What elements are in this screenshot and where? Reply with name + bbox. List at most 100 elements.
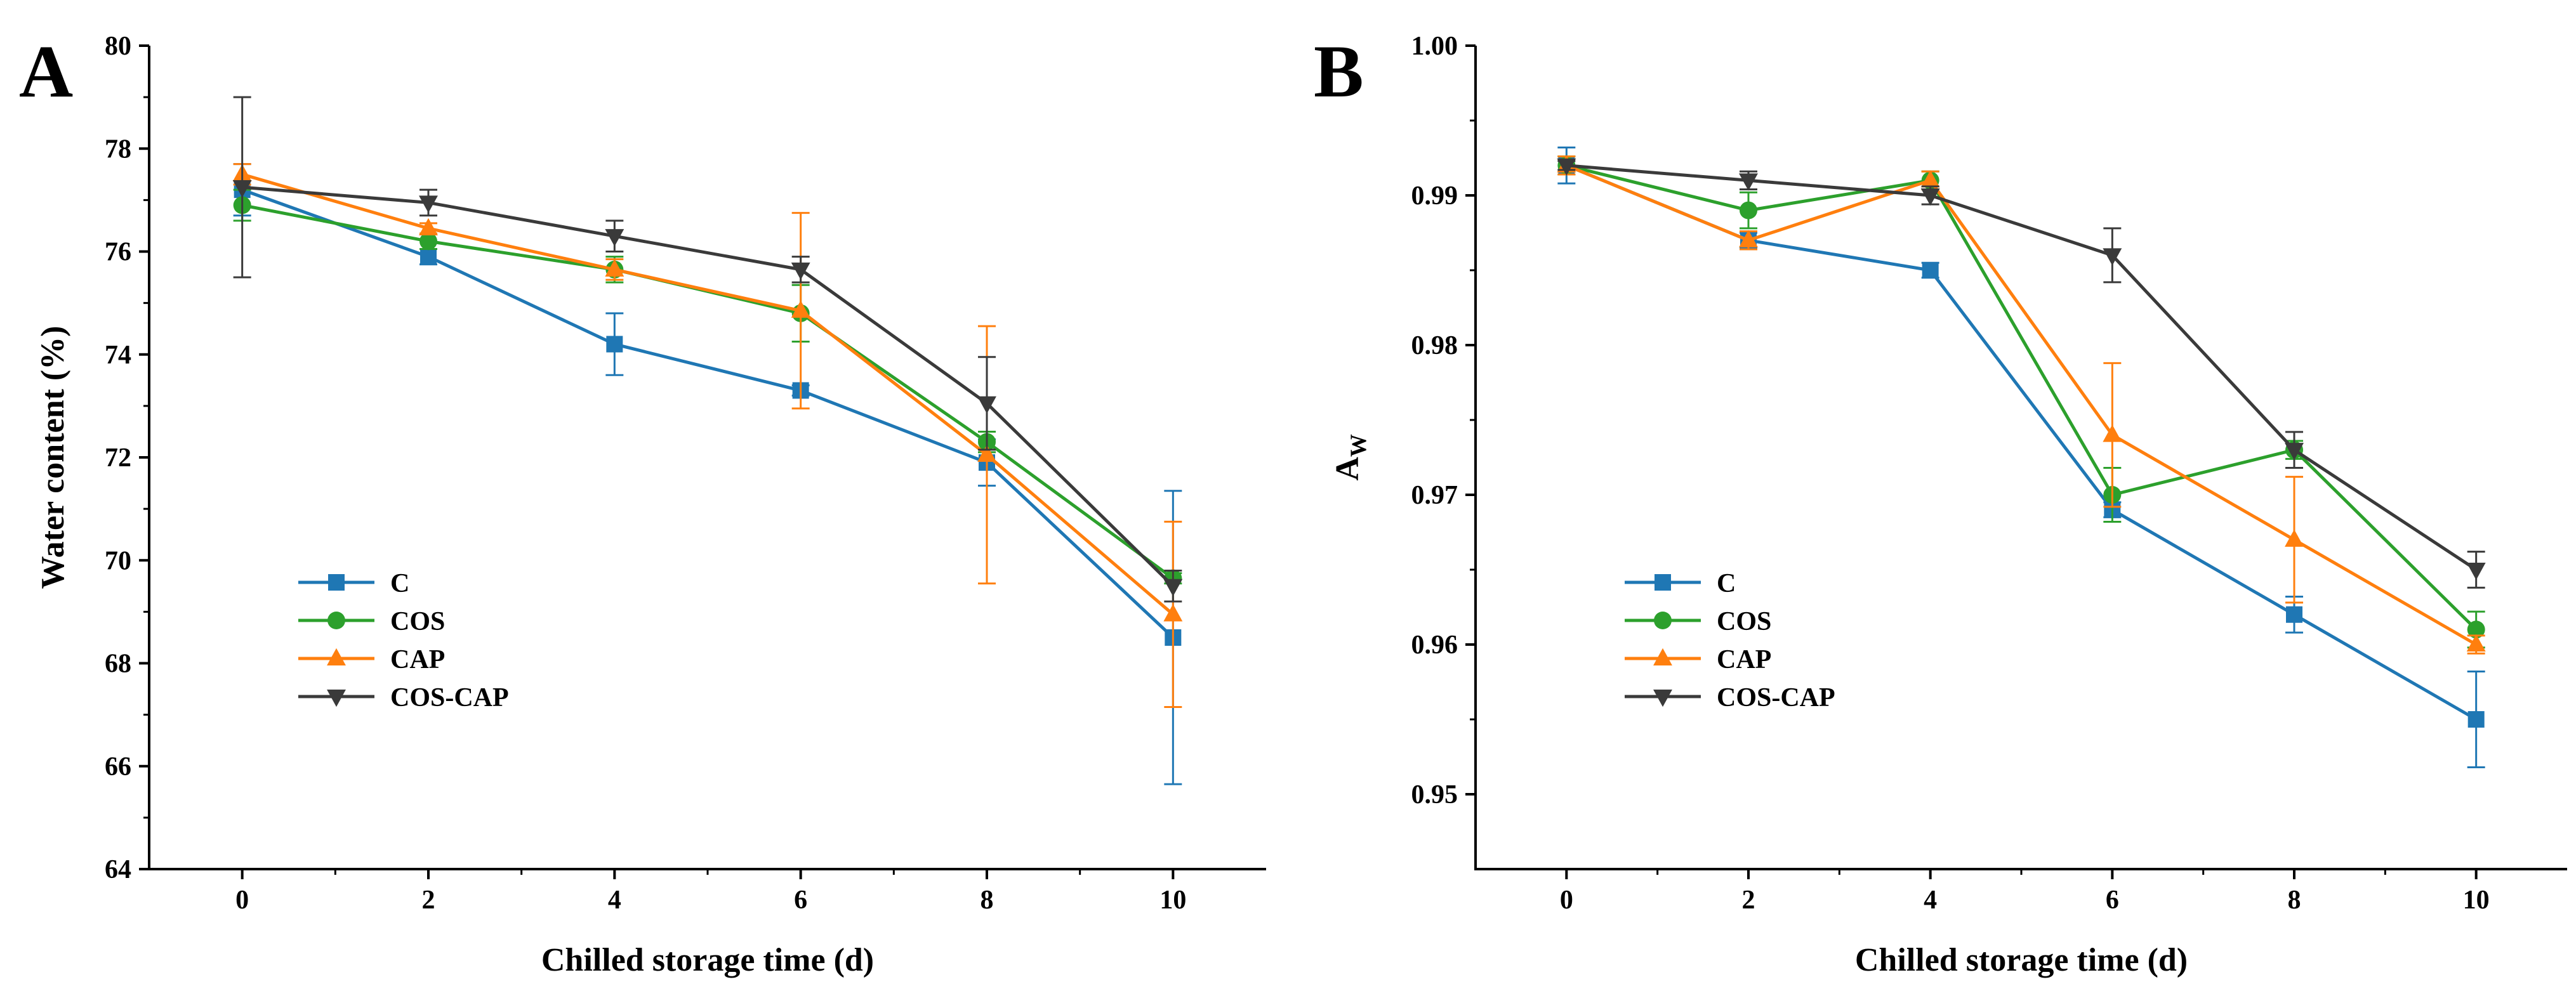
data-point — [2103, 248, 2122, 266]
series-line — [242, 185, 1175, 587]
series-cap — [232, 163, 1183, 708]
data-point — [2103, 424, 2122, 442]
y-tick-label: 66 — [105, 752, 131, 782]
legend-label: COS-CAP — [390, 683, 509, 712]
data-point — [977, 444, 996, 462]
data-point — [2466, 562, 2486, 580]
x-tick-label: 4 — [608, 886, 621, 915]
data-point — [232, 180, 252, 198]
y-tick-label: 0.95 — [1411, 780, 1458, 809]
legend-item: COS-CAP — [298, 683, 509, 712]
panel-letter-b: B — [1314, 30, 1364, 113]
y-tick-label: 78 — [105, 134, 131, 164]
series-line — [242, 204, 1174, 580]
data-point — [1739, 230, 1758, 247]
legend-marker — [1653, 689, 1672, 707]
data-point — [1920, 188, 1940, 206]
x-tick-label: 8 — [2288, 886, 2301, 915]
legend-marker — [1654, 612, 1672, 629]
y-axis-title: AW — [1330, 434, 1371, 481]
data-point — [1557, 158, 1576, 176]
y-tick-label: 0.97 — [1411, 481, 1458, 510]
axis-lines — [1474, 46, 2567, 870]
y-tick-label: 68 — [105, 650, 131, 679]
data-point — [1163, 604, 1183, 622]
data-point — [606, 336, 623, 353]
legend-item: COS — [298, 607, 445, 636]
y-tick-label: 64 — [105, 855, 131, 884]
legend-marker — [328, 574, 345, 591]
y-tick-label: 76 — [105, 238, 131, 267]
data-point — [1920, 170, 1940, 188]
data-point — [420, 248, 437, 265]
series-cos-cap — [1557, 158, 2486, 589]
series-cos-cap — [232, 96, 1183, 603]
series-cos — [233, 188, 1182, 587]
legend-marker — [1653, 648, 1672, 666]
data-point — [977, 396, 996, 414]
x-tick-label: 0 — [235, 886, 249, 915]
x-tick-label: 0 — [1560, 886, 1573, 915]
series-line — [1566, 164, 2478, 631]
legend-label: COS — [390, 607, 445, 636]
legend: C COS CAP COS-CAP — [298, 569, 509, 712]
axis-lines — [148, 46, 1266, 870]
x-tick-label: 6 — [2106, 886, 2119, 915]
series-cos — [1557, 155, 2485, 649]
data-point — [791, 300, 810, 318]
data-point — [605, 259, 624, 277]
legend-label: C — [390, 569, 409, 598]
series-cap — [1557, 155, 2486, 655]
data-point — [1922, 262, 1939, 278]
y-tick-label: 0.96 — [1411, 631, 1458, 660]
legend-label: CAP — [390, 645, 445, 674]
y-axis-title: Water content (%) — [35, 326, 71, 589]
x-axis-title: Chilled storage time (d) — [1855, 942, 2188, 978]
y-tick-label: 72 — [105, 443, 131, 473]
legend-item: C — [1625, 569, 1736, 598]
x-tick-label: 10 — [1159, 886, 1186, 915]
series-line — [241, 188, 1175, 639]
data-point — [2467, 711, 2485, 728]
legend-item: C — [298, 569, 409, 598]
series-line — [1566, 164, 2477, 646]
data-point — [2285, 529, 2304, 547]
legend-item: CAP — [1625, 645, 1771, 674]
x-tick-label: 6 — [794, 886, 807, 915]
legend-marker — [327, 612, 345, 629]
legend-item: CAP — [298, 645, 445, 674]
data-point — [419, 195, 438, 213]
legend-item: COS — [1625, 607, 1771, 636]
data-point — [1739, 173, 1758, 191]
y-tick-label: 80 — [105, 32, 131, 61]
y-tick-label: 74 — [105, 341, 131, 370]
legend-marker — [1655, 574, 1671, 591]
data-point — [2286, 606, 2302, 623]
legend-marker — [327, 689, 346, 707]
series-line — [1566, 164, 2478, 572]
data-point — [791, 262, 810, 280]
legend: C COS CAP COS-CAP — [1625, 569, 1835, 712]
legend-label: C — [1717, 569, 1736, 598]
y-tick-label: 70 — [105, 546, 131, 575]
data-point — [2285, 443, 2304, 461]
legend-label: COS — [1717, 607, 1771, 636]
x-tick-label: 4 — [1924, 886, 1937, 915]
series-line — [1566, 164, 2477, 721]
data-point — [419, 218, 438, 236]
series-c — [1557, 146, 2485, 769]
y-axis-title-subscript: W — [1345, 434, 1371, 457]
series-c — [233, 163, 1182, 785]
chart-panel-b: B 0.95 0.96 0.97 0.98 0.99 1.00 0 2 4 6 8 10 Chilled… — [1314, 30, 2567, 978]
y-tick-label: 0.98 — [1411, 331, 1458, 360]
data-point — [1740, 201, 1757, 219]
legend-marker — [327, 648, 346, 666]
y-tick-label: 0.99 — [1411, 181, 1458, 211]
data-point — [419, 232, 437, 251]
x-tick-label: 2 — [422, 886, 435, 915]
x-tick-label: 10 — [2463, 886, 2490, 915]
x-axis-title: Chilled storage time (d) — [541, 942, 874, 978]
data-point — [2467, 620, 2485, 639]
